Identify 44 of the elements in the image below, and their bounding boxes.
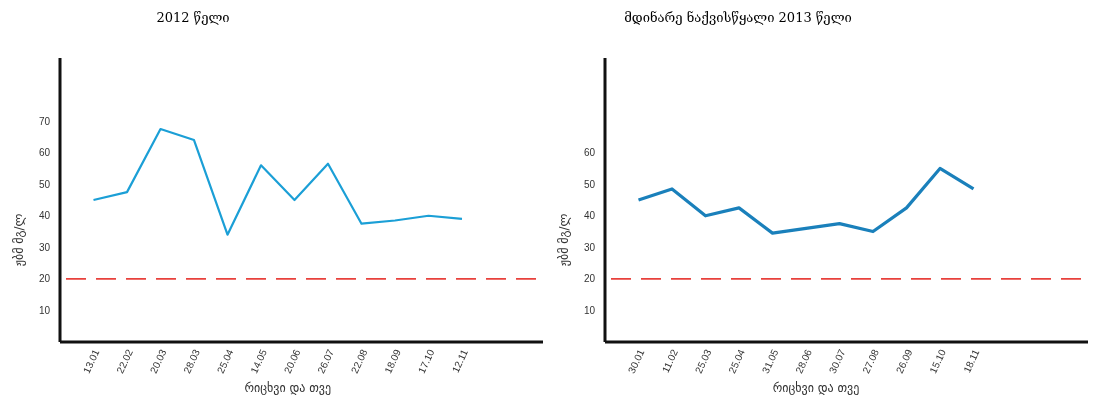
x-tick-label: 20.03 [147, 347, 169, 376]
y-tick-label: 60 [583, 147, 596, 159]
x-axis-title: რიცხვი და თვე [244, 381, 332, 395]
x-tick-label: 22.08 [348, 347, 370, 376]
y-tick-label: 50 [38, 178, 51, 190]
x-tick-label: 18.09 [382, 347, 404, 376]
x-tick-label: 15.10 [927, 347, 949, 376]
x-tick-label: 25.03 [692, 347, 714, 376]
y-tick-label: 70 [38, 115, 51, 127]
x-tick-label: 13.01 [80, 347, 102, 376]
x-tick-label: 27.08 [860, 347, 882, 376]
y-axis-title: ჟბმ მგ/ლ [12, 213, 26, 267]
x-tick-label: 28.03 [181, 347, 203, 376]
x-tick-label: 11.02 [659, 347, 681, 375]
chart-title: 2012 წელი [156, 10, 230, 25]
y-tick-label: 20 [38, 273, 51, 285]
x-tick-label: 14.05 [248, 347, 270, 376]
y-tick-label: 30 [38, 241, 51, 253]
x-tick-label: 30.01 [625, 347, 647, 376]
x-tick-label: 28.06 [793, 347, 815, 376]
line-series [92, 127, 464, 236]
chart-title: მდინარე ნაქვისწყალი 2013 წელი [624, 10, 852, 25]
x-tick-label: 31.05 [759, 347, 781, 376]
x-tick-label: 25.04 [214, 347, 236, 376]
x-tick-label: 18.11 [961, 347, 982, 375]
x-tick-label: 30.07 [826, 347, 848, 376]
y-tick-label: 50 [583, 178, 596, 190]
x-tick-label: 26.09 [893, 347, 915, 376]
y-tick-label: 20 [583, 273, 596, 285]
x-tick-label: 26.07 [315, 347, 337, 376]
y-tick-label: 60 [38, 147, 51, 159]
x-tick-label: 22.02 [114, 347, 136, 376]
x-tick-label: 25.04 [726, 347, 748, 376]
y-tick-label: 10 [583, 304, 596, 316]
x-tick-label: 20.06 [281, 347, 303, 376]
y-tick-label: 30 [583, 241, 596, 253]
x-tick-label: 12.11 [449, 347, 471, 375]
x-axis-title: რიცხვი და თვე [772, 381, 860, 395]
y-tick-label: 40 [583, 210, 596, 222]
y-tick-label: 10 [38, 304, 51, 316]
line-series [636, 166, 976, 235]
y-tick-label: 40 [38, 210, 51, 222]
x-tick-label: 17.10 [415, 347, 437, 376]
y-axis-title: ჟბმ მგ/ლ [557, 213, 571, 267]
